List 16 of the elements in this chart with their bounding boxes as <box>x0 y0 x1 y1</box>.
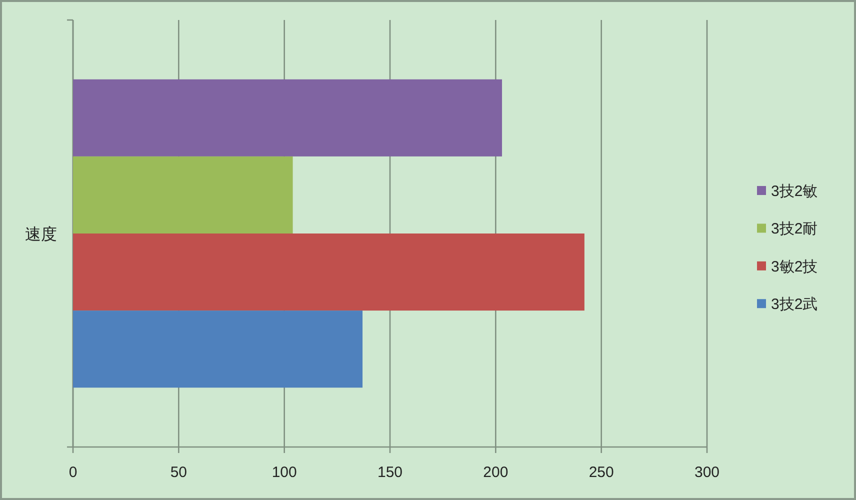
legend-label: 3技2耐 <box>771 220 818 238</box>
x-tick-label: 200 <box>483 464 508 481</box>
legend-label: 3技2敏 <box>771 183 818 200</box>
y-tick-label: 速度 <box>25 226 57 244</box>
bar <box>73 156 293 234</box>
bar <box>73 79 502 156</box>
x-tick-label: 50 <box>170 464 188 481</box>
x-tick-label: 250 <box>588 464 614 481</box>
x-tick-label: 150 <box>377 464 403 481</box>
legend-label: 3敏2技 <box>771 258 818 276</box>
x-tick-label: 100 <box>272 464 297 481</box>
x-tick-label: 0 <box>68 464 78 481</box>
bar <box>73 310 363 388</box>
bar <box>73 234 584 311</box>
legend-label: 3技2武 <box>771 296 818 314</box>
x-tick-label: 300 <box>694 464 720 481</box>
